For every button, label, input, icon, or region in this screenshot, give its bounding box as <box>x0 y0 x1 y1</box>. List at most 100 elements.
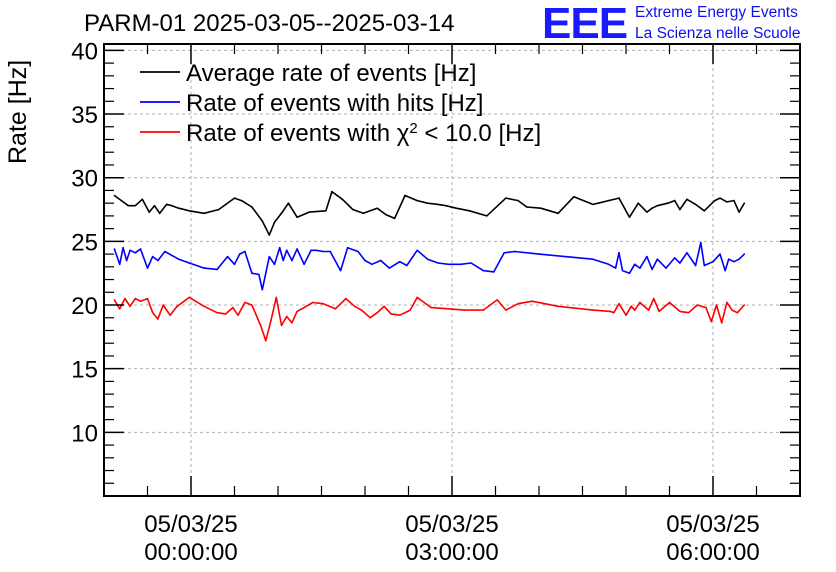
series-0-point <box>393 217 396 220</box>
series-2-point <box>482 309 485 311</box>
series-2-point <box>618 302 620 305</box>
series-0-point <box>686 198 688 201</box>
series-line-0 <box>113 190 745 236</box>
series-0-point <box>618 197 620 199</box>
series-1-point <box>673 257 676 259</box>
series-2-point <box>251 304 253 306</box>
series-2-point <box>647 309 650 311</box>
series-0-point <box>646 211 648 213</box>
series-2-point <box>113 299 116 301</box>
series-1-point <box>339 269 342 272</box>
series-2-point <box>216 311 218 314</box>
series-0-point <box>607 199 610 202</box>
series-0-point <box>148 211 151 213</box>
series-1-point <box>416 249 419 252</box>
series-2-point <box>715 304 718 306</box>
series-2-point <box>743 304 746 306</box>
series-1-point <box>379 259 382 262</box>
series-1-point <box>651 268 653 271</box>
series-2-point <box>280 324 283 327</box>
series-0-point <box>153 204 156 207</box>
series-1-point <box>258 273 260 276</box>
series-1-point <box>724 269 726 272</box>
series-0-point <box>557 212 559 215</box>
series-0-point <box>505 197 507 199</box>
series-1-point <box>712 260 714 263</box>
series-0-point <box>726 201 728 203</box>
series-1-point <box>686 252 688 254</box>
series-0-point <box>733 199 735 202</box>
series-0-point <box>673 199 676 202</box>
series-2-point <box>557 305 559 308</box>
series-0-point <box>656 204 659 207</box>
series-1-point <box>310 249 312 252</box>
series-2-point <box>345 297 347 300</box>
series-0-point <box>637 202 639 204</box>
series-0-point <box>719 197 721 199</box>
series-2-point <box>416 296 419 299</box>
series-1-point <box>261 288 264 291</box>
series-1-point <box>251 272 253 274</box>
series-0-point <box>308 211 311 213</box>
series-1-point <box>151 255 154 258</box>
series-2-point <box>710 320 713 323</box>
series-0-point <box>273 221 276 224</box>
series-2-point <box>399 314 401 317</box>
series-0-point <box>203 212 205 215</box>
series-0-point <box>437 203 439 206</box>
series-0-point <box>468 209 471 212</box>
series-1-point <box>618 252 620 254</box>
series-1-point <box>125 259 128 262</box>
series-0-point <box>628 216 631 218</box>
series-0-point <box>597 202 599 204</box>
series-2-point <box>625 314 627 317</box>
series-2-point <box>188 296 191 299</box>
series-0-point <box>703 209 706 212</box>
series-1-point <box>639 267 641 269</box>
series-1-point <box>492 271 495 273</box>
series-0-point <box>240 199 243 202</box>
series-1-point <box>633 263 636 266</box>
series-1-point <box>296 248 298 250</box>
series-1-point <box>113 248 116 250</box>
series-1-point <box>164 250 166 253</box>
series-1-point <box>146 267 149 269</box>
series-2-point <box>129 305 131 308</box>
legend-label-0: Average rate of events [Hz] <box>186 60 476 87</box>
legend-label-2: Rate of events with χ2 < 10.0 [Hz] <box>186 120 541 148</box>
y-tick-label: 10 <box>71 420 98 447</box>
series-2-point <box>383 305 385 308</box>
series-1-point <box>614 267 617 269</box>
series-1-point <box>322 250 325 253</box>
legend-label-1: Rate of events with hits [Hz] <box>186 90 483 117</box>
series-2-point <box>225 313 227 315</box>
series-0-point <box>651 207 653 210</box>
series-0-point <box>713 199 716 202</box>
series-2-point <box>291 322 293 324</box>
series-2-point <box>118 308 121 310</box>
series-0-point <box>426 202 429 204</box>
series-2-point <box>658 310 660 313</box>
series-2-point <box>639 301 641 304</box>
series-0-point <box>666 202 669 204</box>
series-0-point <box>362 212 365 215</box>
series-1-point <box>329 250 332 253</box>
series-2-point <box>720 322 723 324</box>
series-1-point <box>538 253 540 255</box>
series-1-point <box>139 248 142 250</box>
series-0-point <box>127 204 130 207</box>
legend: Average rate of events [Hz] Rate of event… <box>140 60 541 147</box>
series-1-point <box>268 255 271 258</box>
x-tick-label-time: 03:00:00 <box>405 539 498 566</box>
series-1-point <box>719 253 721 255</box>
series-2-point <box>176 305 178 308</box>
eee-logo-text: Extreme Energy Events La Scienza nelle S… <box>635 2 800 44</box>
series-0-point <box>296 216 298 218</box>
series-0-point <box>158 212 161 215</box>
series-0-point <box>251 206 253 208</box>
series-0-point <box>526 206 528 208</box>
eee-logo-mark: EEE <box>542 0 628 48</box>
y-tick-label: 25 <box>71 229 98 256</box>
series-2-point <box>726 301 728 304</box>
